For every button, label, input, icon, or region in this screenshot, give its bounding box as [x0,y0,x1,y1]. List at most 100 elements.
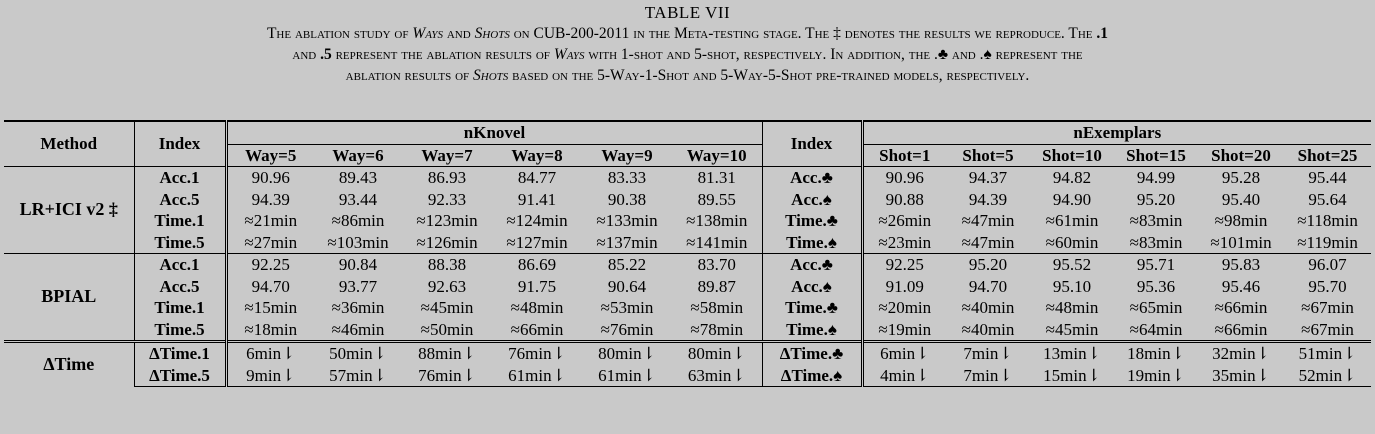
way-value-cell: ≈36min [331,298,385,317]
way-value-cell: 90.96 [226,166,314,189]
way-value-cell: ≈27min [244,232,298,252]
shot-value-cell: 32min⇂ [1198,340,1284,365]
header-way: Way=6 [332,145,384,165]
way-value-cell: ≈78min [672,318,763,342]
index-cell: Time.1 [134,210,228,232]
shot-value-cell: ≈61min [1045,211,1099,230]
shot-value-cell: 94.82 [1030,166,1114,189]
way-value-cell: 91.41 [517,189,557,209]
way-value-cell: ≈103min [327,232,389,252]
table-caption: TABLE VII The ablation study of Ways and… [0,3,1375,86]
header-way: Way=9 [601,145,653,165]
way-value-cell: ≈133min [596,211,658,230]
table-row: Acc.5 94.70 93.77 92.63 91.75 90.64 89.87 Acc.♠… [4,275,1371,297]
way-value-cell: 90.38 [607,189,647,209]
way-value-cell: 9min⇂ [226,364,314,387]
spade-icon: ♠ [983,46,992,63]
way-value-cell: 83.33 [582,166,672,189]
way-value-cell: 80min⇂ [582,340,672,365]
index2-cell: Time.♠ [762,318,864,342]
shot-value-cell: 18min⇂ [1114,340,1198,365]
way-value-cell: ≈138min [672,210,763,232]
shot-value-cell: ≈48min [1045,298,1099,317]
index-cell: ΔTime.5 [134,364,228,387]
header-shot: Shot=25 [1297,145,1358,165]
table-row: Time.1 ≈15min ≈36min ≈45min ≈48min ≈53min ≈58m… [4,297,1371,319]
shot-value-cell: 94.37 [946,166,1030,189]
shot-value-cell: ≈66min [1214,298,1268,317]
shot-value-cell: 95.28 [1198,166,1284,189]
shot-value-cell: ≈60min [1045,232,1099,252]
index-cell: Time.5 [134,318,228,342]
way-value-cell: ≈53min [600,298,654,317]
way-value-cell: 50min⇂ [314,340,402,365]
index-cell: ΔTime.1 [134,340,228,365]
shot-value-cell: ≈101min [1210,232,1272,252]
index2-cell: Time.♣ [762,210,864,232]
way-value-cell: ≈48min [510,298,564,317]
table-row: Acc.5 94.39 93.44 92.33 91.41 90.38 89.55 Acc.♠… [4,188,1371,210]
way-value-cell: 76min⇂ [492,340,582,365]
method-cell: BPIAL [4,253,135,342]
index2-cell: Acc.♣ [762,166,864,189]
way-value-cell: ≈126min [416,232,478,252]
shot-value-cell: 95.44 [1284,166,1372,189]
header-way: Way=7 [421,145,473,165]
header-method: Method [4,120,135,167]
shot-value-cell: 19min⇂ [1114,364,1198,387]
shot-value-cell: 95.10 [1052,276,1092,296]
shot-value-cell: 94.70 [968,276,1008,296]
shot-value-cell: ≈45min [1045,319,1099,339]
index2-cell: Time.♠ [762,231,864,254]
way-value-cell: ≈45min [420,298,474,317]
header-shot: Shot=5 [962,145,1014,165]
shot-value-cell: ≈118min [1297,211,1358,230]
table-body: LR+ICI v2 ‡ Acc.1 90.96 89.43 86.93 84.77 83.3… [4,166,1372,387]
header-index-2: Index [762,120,864,167]
method-cell: LR+ICI v2 ‡ [4,166,135,254]
way-value-cell: 80min⇂ [672,340,763,365]
way-value-cell: ≈50min [420,319,474,339]
shot-value-cell: 95.70 [1308,276,1347,296]
table-row: Time.1 ≈21min ≈86min ≈123min ≈124min ≈133min ≈… [4,210,1371,232]
shot-value-cell: 91.09 [885,276,924,296]
table-row: ΔTime ΔTime.1 6min⇂ 50min⇂ 88min⇂ 76min⇂ 80min… [4,340,1372,387]
way-value-cell: 76min⇂ [402,364,492,387]
shot-value-cell: ≈67min [1301,319,1354,339]
index-cell: Acc.5 [134,275,228,297]
shot-value-cell: 7min⇂ [946,364,1030,387]
way-value-cell: ≈137min [596,232,658,252]
shot-value-cell: ≈83min [1129,232,1183,252]
header-nknovel: nKnovel [226,120,763,145]
shot-value-cell: ≈19min [878,319,932,339]
way-value-cell: ≈141min [672,231,763,254]
way-value-cell: ≈127min [506,232,568,252]
index2-cell: Time.♣ [762,297,864,319]
way-value-cell: ≈86min [331,211,385,230]
table-row: ΔTime.5 9min⇂ 57min⇂ 76min⇂ 61min⇂ 61min⇂ 63mi… [4,364,1372,387]
shot-value-cell: ≈23min [878,232,932,252]
index2-cell: ΔTime.♠ [762,364,864,387]
way-value-cell: ≈123min [416,211,478,230]
way-value-cell: ≈15min [244,298,298,317]
header-shot: Shot=10 [1042,145,1102,165]
way-value-cell: 88min⇂ [402,340,492,365]
index2-cell: ΔTime.♣ [762,340,864,365]
way-value-cell: 86.93 [402,166,492,189]
way-value-cell: 91.75 [517,276,557,296]
shot-value-cell: 95.36 [1136,276,1176,296]
shot-value-cell: ≈66min [1214,319,1268,339]
shot-value-cell: ≈119min [1297,232,1358,252]
header-way: Way=10 [672,144,763,167]
header-way: Way=5 [245,145,297,165]
shot-value-cell: 90.96 [862,166,946,189]
way-value-cell: ≈58min [672,297,763,319]
way-value-cell: ≈76min [600,319,654,339]
header-shot: Shot=20 [1211,145,1271,165]
shot-value-cell: 95.46 [1221,276,1261,296]
way-value-cell: 57min⇂ [314,364,402,387]
shot-value-cell: 6min⇂ [862,340,946,365]
way-value-cell: 89.43 [314,166,402,189]
way-value-cell: ≈18min [244,319,298,339]
index-cell: Acc.5 [134,188,228,210]
